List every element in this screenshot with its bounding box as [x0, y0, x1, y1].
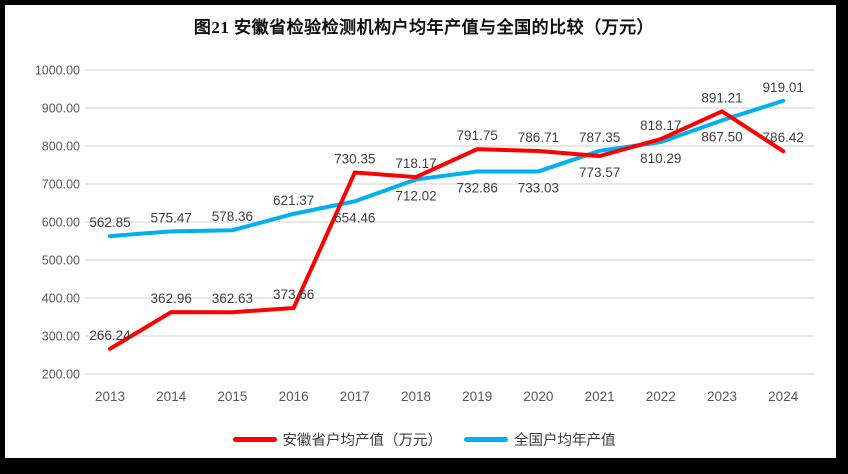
y-axis-tick-label: 200.00	[42, 368, 80, 382]
page-border-right	[836, 0, 848, 474]
data-label-series0: 818.17	[640, 118, 681, 133]
y-axis-tick-label: 300.00	[42, 330, 80, 344]
data-label-series0: 362.96	[151, 291, 192, 306]
data-label-series0: 773.57	[579, 165, 620, 180]
chart-title: 图21 安徽省检验检测机构户均年产值与全国的比较（万元）	[193, 18, 655, 37]
data-label-series0: 362.63	[212, 291, 253, 306]
data-label-series0: 730.35	[334, 151, 375, 166]
x-axis-tick-label: 2016	[279, 389, 309, 404]
chart-legend: 安徽省户均产值（万元） 全国户均年产值	[0, 429, 848, 450]
data-label-series1: 733.03	[518, 180, 559, 195]
data-label-series1: 654.46	[334, 210, 375, 225]
x-axis-tick-label: 2023	[707, 389, 737, 404]
page-border-bottom	[0, 458, 848, 474]
series-line-1	[108, 98, 786, 239]
data-label-series0: 786.42	[763, 130, 804, 145]
data-label-series0: 266.24	[89, 328, 131, 343]
data-label-series0: 373.66	[273, 287, 314, 302]
x-axis-tick-label: 2020	[523, 389, 553, 404]
data-label-series1: 919.01	[763, 80, 804, 95]
y-axis-tick-label: 1000.00	[35, 64, 80, 78]
data-label-series1: 562.85	[89, 215, 130, 230]
data-label-series1: 712.02	[395, 188, 436, 203]
x-axis-tick-label: 2018	[401, 389, 431, 404]
x-axis-tick-label: 2015	[217, 389, 247, 404]
line-chart: 200.00 300.00 400.00 500.00 600.00 700.00 800.…	[35, 64, 815, 404]
data-label-series0: 791.75	[457, 128, 498, 143]
y-axis-tick-label: 400.00	[42, 292, 80, 306]
data-label-series1: 867.50	[701, 129, 742, 144]
x-axis-tick-label: 2019	[462, 389, 492, 404]
data-label-series1: 578.36	[212, 209, 253, 224]
data-label-series1: 732.86	[457, 181, 498, 196]
data-label-series0: 891.21	[701, 90, 742, 105]
legend-item-anhui: 安徽省户均产值（万元）	[232, 429, 443, 450]
anhui-line-swatch-icon	[232, 437, 277, 442]
data-label-series0: 718.17	[395, 156, 436, 171]
data-label-series1: 575.47	[151, 210, 192, 225]
x-axis-tick-label: 2014	[156, 389, 187, 404]
y-axis-tick-label: 500.00	[42, 254, 80, 268]
data-label-series1: 810.29	[640, 151, 681, 166]
data-label-series1: 621.37	[273, 193, 314, 208]
legend-item-national: 全国户均年产值	[464, 429, 616, 450]
page-border-left	[0, 0, 5, 474]
national-line-swatch-icon	[464, 437, 508, 442]
legend-label-national: 全国户均年产值	[514, 433, 616, 449]
legend-label-anhui: 安徽省户均产值（万元）	[282, 433, 443, 449]
x-axis-tick-label: 2017	[340, 389, 370, 404]
y-axis-tick-label: 700.00	[42, 178, 80, 192]
x-axis-tick-label: 2021	[585, 389, 615, 404]
x-axis-tick-label: 2024	[768, 389, 799, 404]
x-axis-tick-label: 2013	[95, 389, 125, 404]
y-axis-tick-label: 800.00	[42, 140, 80, 154]
series-line-0	[108, 109, 786, 351]
data-label-series1: 787.35	[579, 130, 620, 145]
data-label-series0: 786.71	[518, 130, 559, 145]
page-border-top	[0, 0, 848, 5]
x-axis-tick-label: 2022	[646, 389, 676, 404]
y-axis-tick-label: 600.00	[42, 216, 80, 230]
y-axis-tick-label: 900.00	[42, 102, 80, 116]
